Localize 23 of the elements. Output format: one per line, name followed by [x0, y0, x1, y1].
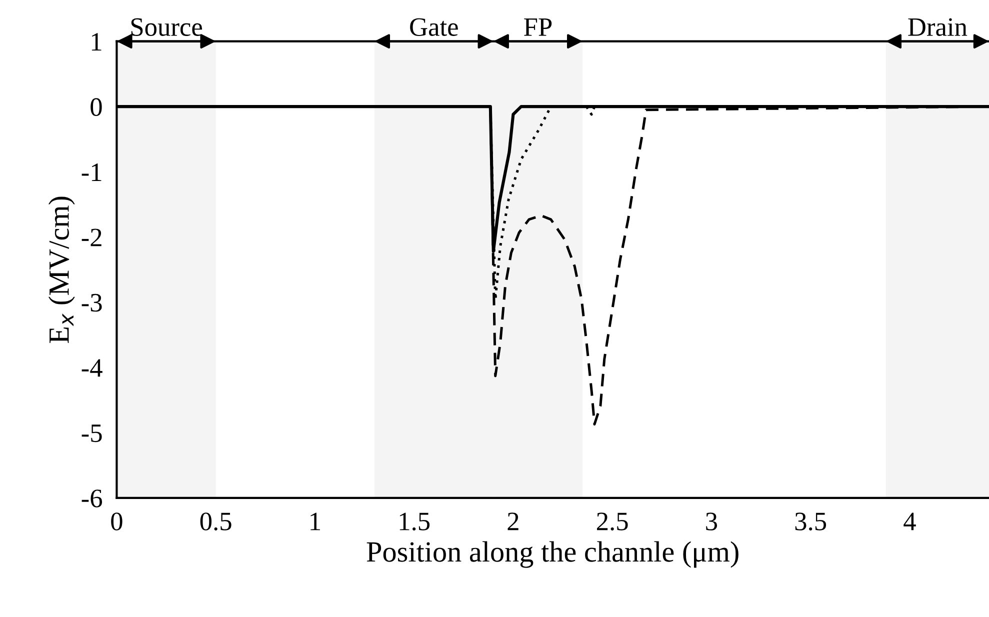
y-tick-label: 1 — [92, 33, 102, 50]
y-tick-label: -6 — [82, 490, 102, 508]
y-tick-label: -4 — [82, 359, 102, 377]
band-label: FP — [524, 18, 552, 36]
band-label: Source — [131, 18, 202, 36]
x-tick-label: 3 — [706, 512, 718, 530]
band-label: Drain — [908, 18, 968, 36]
x-axis-title: Position along the channle (μm) — [366, 541, 738, 568]
x-tick-label: 0.5 — [200, 512, 232, 530]
y-tick-label: -1 — [82, 164, 102, 181]
y-tick-label: -3 — [82, 294, 102, 312]
y-tick-label: -2 — [82, 228, 102, 246]
x-tick-label: 1.5 — [400, 512, 430, 530]
y-tick-label: 0 — [90, 98, 102, 116]
y-axis-title: E$_{x}$ (MV/cm) — [48, 196, 75, 344]
band-label: Gate — [410, 18, 458, 36]
x-tick-label: 2.5 — [596, 512, 628, 530]
x-tick-label: 2 — [508, 512, 518, 530]
x-tick-label: 0 — [111, 512, 122, 530]
x-tick-label: 3.5 — [795, 512, 826, 530]
y-tick-label: -5 — [82, 424, 102, 442]
x-tick-label: 4 — [904, 512, 916, 530]
x-tick-label: 1 — [310, 512, 320, 530]
